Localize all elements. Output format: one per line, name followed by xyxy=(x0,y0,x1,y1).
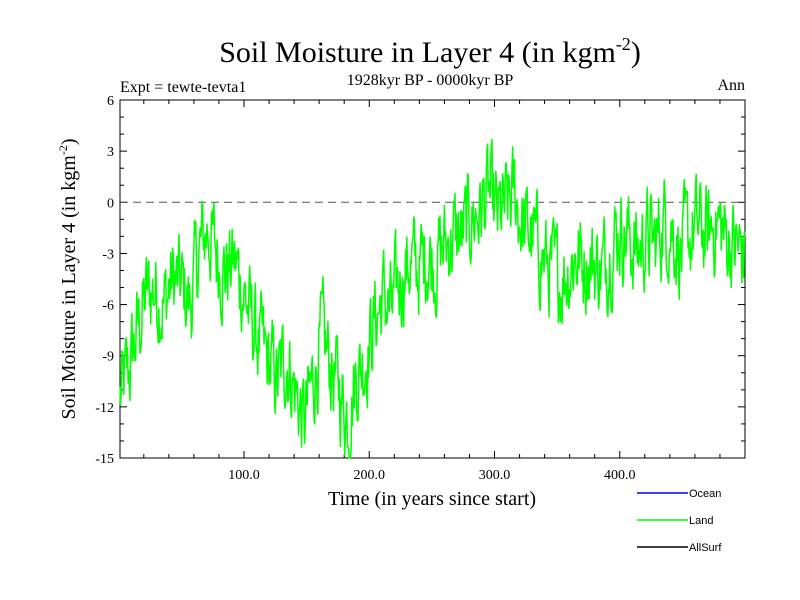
subtitle-right: Ann xyxy=(717,77,745,94)
legend-label-allsurf: AllSurf xyxy=(689,542,722,554)
y-axis: -15 -12 -9 -6 -3 0 3 6 xyxy=(95,94,745,467)
y-axis-label: Soil Moisture in Layer 4 (in kgm-2) xyxy=(56,138,80,419)
chart-title: Soil Moisture in Layer 4 (in kgm-2) xyxy=(219,34,641,69)
land-series-line xyxy=(119,138,746,459)
x-tick-label: 100.0 xyxy=(228,468,260,483)
y-tick-label: -15 xyxy=(95,452,114,467)
y-axis-label-end: ) xyxy=(58,138,80,145)
y-tick-label: -9 xyxy=(102,350,114,365)
y-tick-label: -3 xyxy=(102,247,114,262)
x-tick-label: 200.0 xyxy=(353,468,385,483)
legend: Ocean Land AllSurf xyxy=(637,488,722,554)
y-axis-label-superscript: -2 xyxy=(56,145,70,155)
legend-label-ocean: Ocean xyxy=(689,488,721,500)
x-axis: 100.0 200.0 300.0 400.0 xyxy=(143,100,721,483)
y-tick-label: 6 xyxy=(107,94,114,109)
y-tick-label: 0 xyxy=(107,196,114,211)
y-tick-label: -12 xyxy=(95,401,114,416)
subtitle-left: Expt = tewte-tevta1 xyxy=(120,79,246,96)
subtitle-center: 1928kyr BP - 0000kyr BP xyxy=(347,72,514,89)
chart-title-end: ) xyxy=(631,36,641,69)
x-tick-label: 400.0 xyxy=(604,468,636,483)
plot-frame xyxy=(119,99,746,459)
chart-title-superscript: -2 xyxy=(616,34,631,54)
y-tick-label: -6 xyxy=(102,299,114,314)
x-axis-label: Time (in years since start) xyxy=(328,488,536,510)
y-tick-label: 3 xyxy=(107,145,114,160)
legend-label-land: Land xyxy=(689,515,713,527)
x-tick-label: 300.0 xyxy=(479,468,511,483)
